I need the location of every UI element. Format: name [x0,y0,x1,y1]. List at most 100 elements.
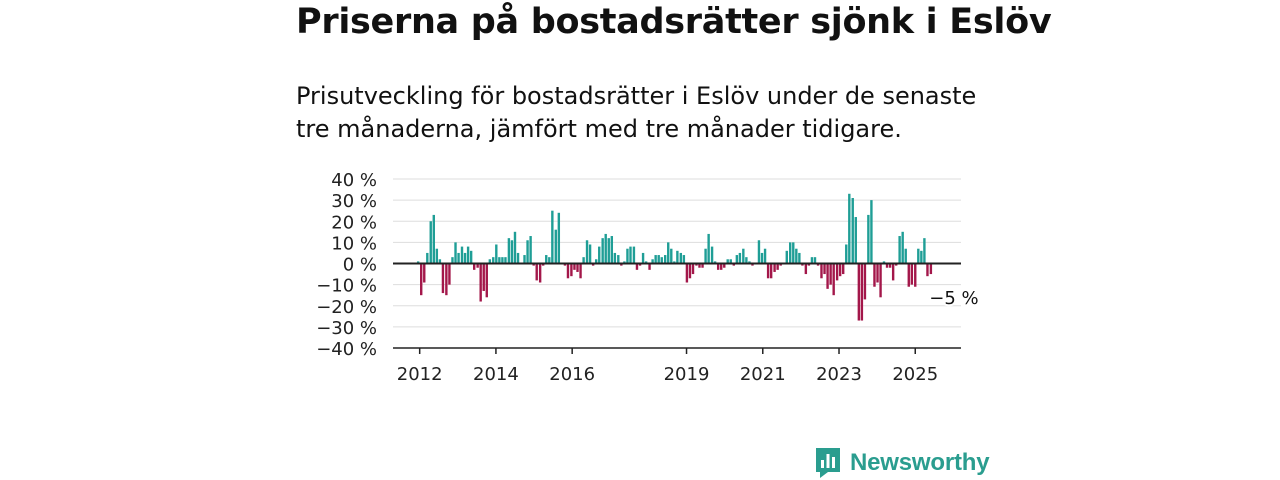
bar [460,246,464,264]
bar [851,198,854,264]
bar [601,238,604,264]
bar [613,252,617,264]
bar [426,252,429,264]
bar [926,263,929,277]
bar [654,255,657,264]
x-tick-label: 2016 [549,364,595,385]
bar [904,248,907,264]
bar [676,250,679,264]
x-tick-label: 2025 [892,364,938,385]
brand-name: Newsworthy [850,449,990,476]
bar [463,252,467,264]
bar [835,263,839,281]
chart-subtitle: Prisutveckling för bostadsrätter i Eslöv… [296,82,977,143]
bar [538,263,542,283]
bar [454,242,457,264]
bar [620,263,623,266]
bar [670,248,673,264]
bar [451,257,454,264]
bar [879,263,882,298]
bar [657,255,660,264]
bar [466,246,470,264]
bar [594,259,598,264]
bar [785,250,788,264]
bar [789,242,792,264]
bar [438,259,442,264]
bar [501,257,504,264]
bar [804,263,808,275]
bar [663,255,667,264]
bar [485,263,488,298]
bar [798,252,801,264]
bar [492,257,495,264]
bar [688,263,692,279]
chart-title: Priserna på bostadsrätter sjönk i Eslöv [296,2,1052,42]
bar [710,246,714,264]
bar [823,263,826,275]
bar [795,248,798,264]
bar [766,263,770,279]
bar [510,240,514,264]
bar [420,263,423,296]
bar [907,263,910,287]
bar [635,263,639,270]
bar [829,263,832,285]
bar [498,257,501,264]
bar [513,231,517,264]
bar [860,263,864,321]
bar [748,261,751,264]
bar [648,263,651,270]
bar [891,263,895,281]
bar [917,248,920,264]
bar [713,261,717,264]
x-tick-label: 2021 [740,364,786,385]
bar [469,250,473,264]
y-tick-label: 30 % [331,191,377,212]
bar [742,248,745,264]
bar [807,263,811,266]
y-tick-label: 0 % [343,255,377,276]
bar [816,263,820,266]
bar [801,263,804,266]
bar [826,263,829,289]
bar [842,263,845,275]
bar [641,252,645,264]
bar [685,263,689,283]
y-tick-label: −40 % [316,339,377,360]
x-tick-label: 2023 [816,364,862,385]
bar [476,263,479,268]
bar [588,244,592,264]
bar [723,263,726,268]
bar [820,263,823,279]
bar [845,244,848,264]
bar [507,238,511,264]
bar [885,263,889,268]
bar [854,217,857,264]
y-tick-label: −30 % [316,318,377,339]
bar [832,263,835,296]
bar [598,246,601,264]
bar [651,259,654,264]
bar [638,263,642,266]
y-tick-label: 40 % [331,170,377,191]
bar [617,255,620,264]
bar [910,263,914,285]
bar [563,263,567,266]
x-tick-label: 2014 [473,364,519,385]
bar [423,263,426,283]
bar [557,212,561,264]
bar [576,263,579,272]
bar [591,263,595,266]
bar [667,242,670,264]
newsworthy-logo-icon [816,448,840,478]
y-tick-label: −10 % [316,276,377,297]
y-tick-label: 20 % [331,212,377,233]
bar [701,263,704,268]
bar [472,263,476,270]
bar [548,257,551,264]
bar [691,263,695,275]
bar [760,252,764,264]
tick-labels: 40 %30 %20 %10 %0 %−10 %−20 %−30 %−40 % 2… [316,170,980,385]
bar [529,236,532,264]
